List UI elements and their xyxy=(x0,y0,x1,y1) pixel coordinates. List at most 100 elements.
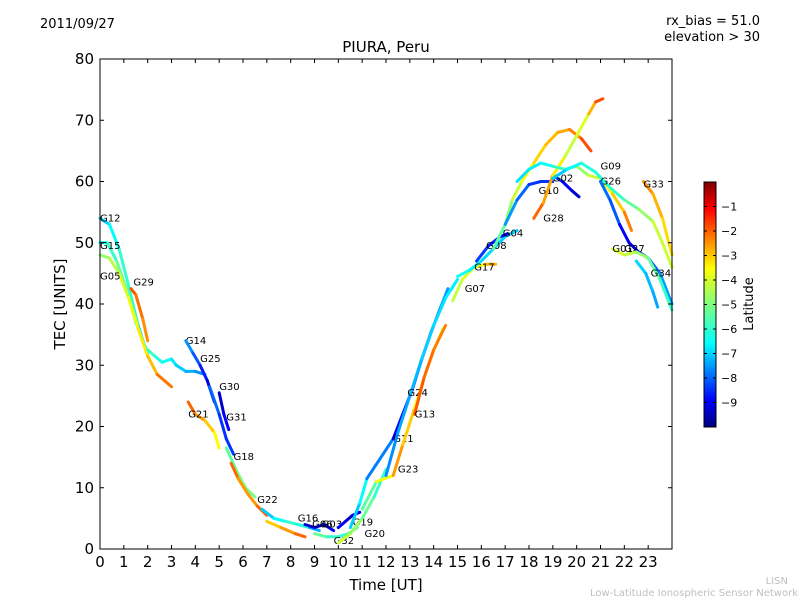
prn-label: G13 xyxy=(415,409,435,420)
x-tick-label: 0 xyxy=(95,553,105,571)
colorbar-tick-label: −7 xyxy=(721,348,737,361)
prn-label: G16 xyxy=(298,513,318,524)
trace-segment xyxy=(313,523,326,530)
trace-segment xyxy=(491,222,507,251)
trace-segment xyxy=(599,180,612,202)
prn-label: G04 xyxy=(503,229,523,240)
series-g20: G20 xyxy=(336,467,388,545)
trace-segment xyxy=(575,164,591,177)
trace-segment xyxy=(375,474,395,484)
series-g33: G33 xyxy=(641,180,674,257)
trace-segment xyxy=(193,412,207,422)
trace-segment xyxy=(384,431,400,477)
y-tick-label: 30 xyxy=(75,356,94,374)
trace-segment xyxy=(479,247,495,263)
trace-segment xyxy=(174,363,188,373)
trace-segment xyxy=(539,161,555,168)
trace-segment xyxy=(544,131,560,147)
trace-segment xyxy=(641,180,655,196)
trace-segment xyxy=(608,198,622,226)
trace-segment xyxy=(217,412,228,441)
prn-label: G12 xyxy=(100,213,120,224)
trace-segment xyxy=(260,507,276,520)
prn-label: G06 xyxy=(312,520,332,531)
trace-segment xyxy=(293,532,307,539)
prn-label: G09 xyxy=(601,161,621,172)
trace-segment xyxy=(348,501,362,530)
x-tick-label: 18 xyxy=(519,553,538,571)
trace-segment xyxy=(594,97,605,104)
trace-segment xyxy=(541,173,555,205)
trace-segment xyxy=(413,376,426,416)
x-tick-label: 12 xyxy=(376,553,395,571)
trace-segment xyxy=(272,516,288,523)
trace-segment xyxy=(348,516,364,536)
prn-label: G08 xyxy=(486,241,506,252)
trace-segment xyxy=(279,526,297,536)
date-label: 2011/09/27 xyxy=(40,17,115,32)
series-g05: G05 xyxy=(98,253,173,389)
trace-segment xyxy=(432,296,448,327)
prn-label: G34 xyxy=(651,268,671,279)
trace-segment xyxy=(208,385,221,416)
y-tick-label: 50 xyxy=(75,234,94,252)
prn-label: G14 xyxy=(186,336,206,347)
y-axis-label: TEC [UNITS] xyxy=(51,259,69,351)
trace-segment xyxy=(336,532,350,539)
trace-segment xyxy=(186,400,197,416)
trace-segment xyxy=(568,127,583,141)
x-tick-label: 23 xyxy=(639,553,658,571)
series-g06: G06 xyxy=(303,520,336,533)
trace-segment xyxy=(503,229,519,239)
x-tick-label: 10 xyxy=(329,553,348,571)
trace-segment xyxy=(498,232,510,239)
trace-segment xyxy=(246,492,259,508)
trace-segment xyxy=(527,161,543,171)
y-tick-label: 0 xyxy=(84,540,94,558)
x-tick-label: 15 xyxy=(448,553,467,571)
x-tick-label: 20 xyxy=(567,553,586,571)
trace-segment xyxy=(303,523,316,530)
x-tick-label: 17 xyxy=(496,553,515,571)
series-g29: G29 xyxy=(129,278,154,343)
trace-segment xyxy=(224,446,238,471)
prn-label: G23 xyxy=(398,464,418,475)
prn-label: G01 xyxy=(612,244,632,255)
series-g03: G03 xyxy=(265,520,342,539)
series-g28: G28 xyxy=(532,97,605,224)
trace-segment xyxy=(651,192,664,220)
colorbar-tick-label: −3 xyxy=(721,250,737,263)
series-g02: G02 xyxy=(551,174,581,199)
trace-segment xyxy=(575,112,591,138)
trace-segment xyxy=(579,161,598,174)
x-tick-label: 5 xyxy=(214,553,224,571)
prn-label: G25 xyxy=(200,354,220,365)
y-tick-label: 20 xyxy=(75,418,94,436)
trace-segment xyxy=(224,437,235,456)
trace-segment xyxy=(105,241,119,263)
trace-segment xyxy=(634,259,648,275)
trace-segment xyxy=(98,216,111,226)
trace-segment xyxy=(420,323,436,361)
prn-label: G20 xyxy=(365,529,385,540)
chart-title: PIURA, Peru xyxy=(342,38,429,56)
trace-segment xyxy=(222,412,231,432)
trace-segment xyxy=(646,256,662,281)
x-tick-label: 3 xyxy=(167,553,177,571)
trace-segment xyxy=(141,317,150,343)
series-g26: G26 xyxy=(551,161,674,269)
x-tick-label: 1 xyxy=(119,553,129,571)
trace-segment xyxy=(408,357,424,398)
colorbar-tick-label: −6 xyxy=(721,323,737,336)
prn-label: G31 xyxy=(226,412,246,423)
trace-segment xyxy=(229,461,240,481)
colorbar-tick-label: −4 xyxy=(721,274,737,287)
trace-segment xyxy=(637,207,655,223)
colorbar-label: Latitude xyxy=(742,277,757,331)
trace-segment xyxy=(432,323,448,352)
x-tick-label: 7 xyxy=(262,553,272,571)
trace-segment xyxy=(372,467,388,499)
credit-short: LISN xyxy=(765,576,788,587)
prn-label: G02 xyxy=(553,174,573,185)
elevation-label: elevation > 30 xyxy=(664,30,760,45)
